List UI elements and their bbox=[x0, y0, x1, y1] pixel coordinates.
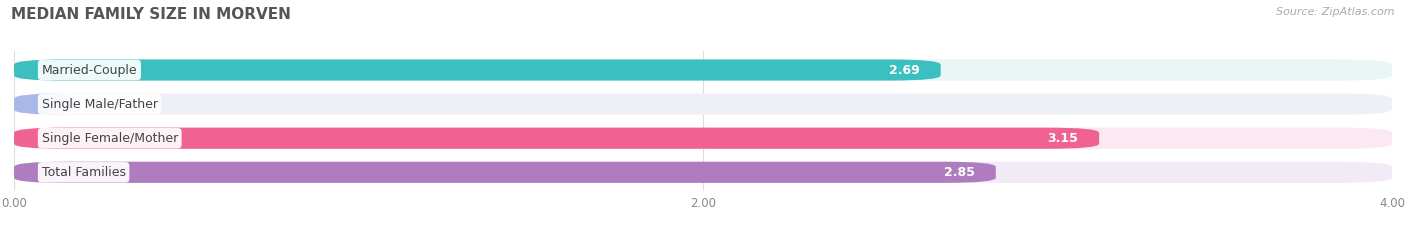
FancyBboxPatch shape bbox=[14, 59, 1392, 81]
Text: 2.69: 2.69 bbox=[889, 64, 920, 76]
Text: Single Female/Mother: Single Female/Mother bbox=[42, 132, 179, 145]
FancyBboxPatch shape bbox=[14, 93, 76, 115]
Text: Married-Couple: Married-Couple bbox=[42, 64, 138, 76]
Text: Single Male/Father: Single Male/Father bbox=[42, 98, 157, 111]
FancyBboxPatch shape bbox=[14, 162, 995, 183]
FancyBboxPatch shape bbox=[14, 93, 1392, 115]
Text: Source: ZipAtlas.com: Source: ZipAtlas.com bbox=[1277, 7, 1395, 17]
Text: MEDIAN FAMILY SIZE IN MORVEN: MEDIAN FAMILY SIZE IN MORVEN bbox=[11, 7, 291, 22]
FancyBboxPatch shape bbox=[14, 59, 941, 81]
Text: 3.15: 3.15 bbox=[1047, 132, 1078, 145]
Text: 2.85: 2.85 bbox=[945, 166, 976, 179]
FancyBboxPatch shape bbox=[14, 162, 1392, 183]
Text: 0.00: 0.00 bbox=[90, 98, 121, 111]
Text: Total Families: Total Families bbox=[42, 166, 125, 179]
FancyBboxPatch shape bbox=[14, 128, 1392, 149]
FancyBboxPatch shape bbox=[14, 128, 1099, 149]
